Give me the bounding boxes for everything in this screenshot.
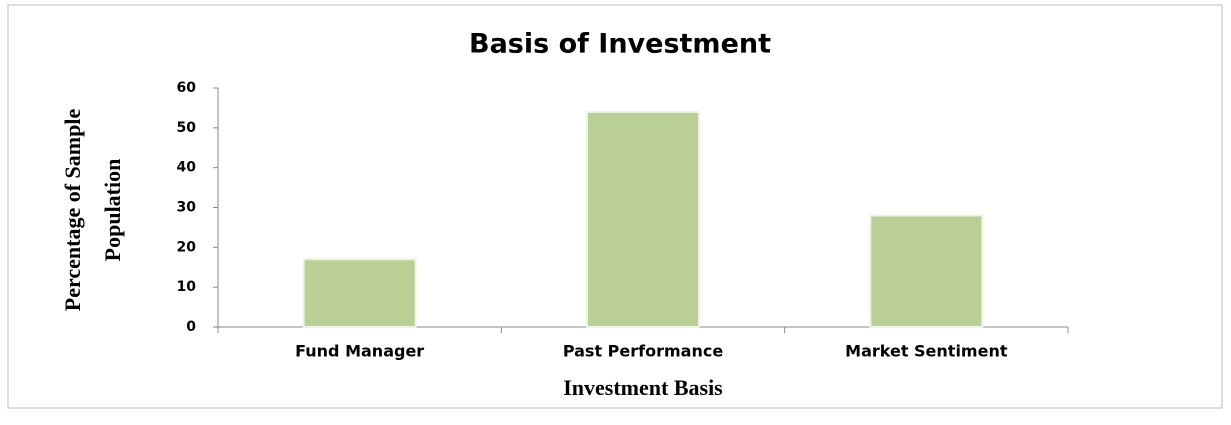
x-tick-label: Past Performance (563, 342, 723, 361)
bar (586, 110, 700, 329)
y-axis-title-line: Population (100, 159, 125, 262)
x-tick-label: Market Sentiment (845, 342, 1008, 361)
bar (302, 258, 417, 328)
y-tick-label: 30 (177, 200, 197, 216)
y-tick-label: 50 (177, 120, 197, 136)
x-axis-title: Investment Basis (563, 375, 723, 400)
x-tick-label: Fund Manager (295, 342, 424, 361)
bar (869, 214, 984, 328)
y-tick-label: 10 (177, 279, 197, 295)
y-tick-label: 40 (177, 160, 197, 176)
y-axis-title-line: Percentage of Sample (60, 109, 85, 312)
chart-title: Basis of Investment (469, 29, 771, 60)
y-tick-label: 0 (186, 319, 196, 335)
y-tick-label: 60 (177, 80, 197, 96)
y-tick-label: 20 (177, 239, 197, 255)
y-axis-title: Percentage of Sample Population (60, 109, 125, 312)
